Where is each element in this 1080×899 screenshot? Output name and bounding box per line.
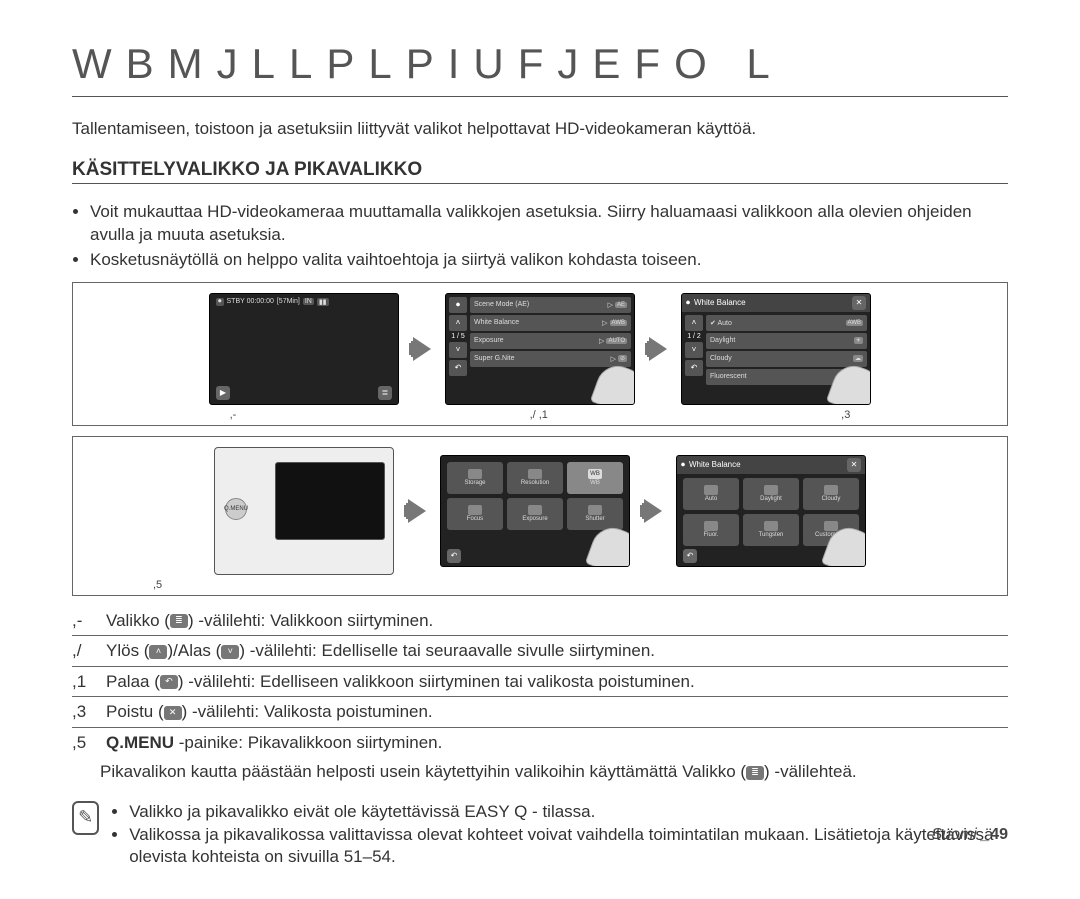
wb-item[interactable]: Cloudy☁ [706,351,867,367]
qmenu-button[interactable]: Q.MENU [225,498,247,520]
qm-item[interactable]: Focus [447,498,503,530]
back-icon[interactable]: ↶ [449,360,467,376]
bullet-item: Kosketusnäytöllä on helppo valita vaihto… [90,249,1008,272]
wb-item[interactable]: Daylight☀ [706,333,867,349]
menu-item[interactable]: Exposure▷AUTO [470,333,631,349]
up-icon: ˄ [149,645,167,659]
qm-item[interactable]: WBWB [567,462,623,494]
caption: ,5 [153,579,162,591]
back-icon[interactable]: ↶ [447,549,461,563]
legend-row: ,5 Q.MENU -painike: Pikavalikkoon siirty… [72,728,1008,758]
back-icon[interactable]: ↶ [683,549,697,563]
arrow-icon [408,499,426,523]
screen-standby: ⏺ STBY 00:00:00 [57Min] IN ▮▮ ▶ ≣ [209,293,399,405]
qm-item[interactable]: Exposure [507,498,563,530]
page-indicator: 1 / 5 [449,333,467,340]
camera-illustration: Q.MENU [214,447,394,575]
menu-item[interactable]: Super G.Nite▷⊘ [470,351,631,367]
up-icon[interactable]: ˄ [685,315,703,331]
camcorder-icon: ⏺ [681,460,685,470]
menu-item[interactable]: White Balance▷AWB [470,315,631,331]
bullet-list: Voit mukauttaa HD-videokameraa muuttamal… [72,201,1008,272]
play-icon[interactable]: ▶ [216,386,230,400]
menu-icon[interactable]: ≣ [378,386,392,400]
legend: ,- Valikko (≣) -välilehti: Valikkoon sii… [72,606,1008,787]
menu-icon: ≣ [170,614,188,628]
page-indicator: 1 / 2 [685,333,703,340]
menu-item[interactable]: Scene Mode (AE)▷AE [470,297,631,313]
note-item: Valikko ja pikavalikko eivät ole käytett… [129,801,1008,824]
bullet-item: Voit mukauttaa HD-videokameraa muuttamal… [90,201,1008,247]
camcorder-icon: ⏺ [216,298,224,306]
intro-text: Tallentamiseen, toistoon ja asetuksiin l… [72,117,1008,141]
diagram-row-1: ⏺ STBY 00:00:00 [57Min] IN ▮▮ ▶ ≣ [72,282,1008,426]
wb-item[interactable]: ✔ AutoAWB [706,315,867,331]
legend-row: ,/ Ylös (˄)/Alas (˅) -välilehti: Edellis… [72,636,1008,667]
card-icon: IN [303,298,314,305]
wb-grid-item[interactable]: Tungsten [743,514,799,546]
screen-menu-list: ⏺ ˄ 1 / 5 ˅ ↶ Scene Mode (AE)▷AE White B… [445,293,635,405]
camcorder-icon: ⏺ [686,298,690,308]
down-icon: ˅ [221,645,239,659]
wb-title: White Balance [694,298,746,307]
screen-wb-list: ⏺ White Balance ✕ ˄ 1 / 2 ˅ ↶ ✔ AutoAWB Da… [681,293,871,405]
subheading: KÄSITTELYVALIKKO JA PIKAVALIKKO [72,159,1008,184]
screen-quickmenu-grid: Storage Resolution WBWB Focus Exposure S… [440,455,630,567]
legend-tail: Pikavalikon kautta päästään helposti use… [72,757,1008,787]
legend-row: ,1 Palaa (↶) -välilehti: Edelliseen vali… [72,667,1008,698]
wb-grid-item[interactable]: Auto [683,478,739,510]
close-icon[interactable]: ✕ [847,458,861,472]
down-icon[interactable]: ˅ [449,342,467,358]
wb-title: White Balance [689,460,741,469]
wb-grid-item[interactable]: Cloudy [803,478,859,510]
stby-label: STBY 00:00:00 [227,298,274,305]
note-item: Valikossa ja pikavalikossa valittavissa … [129,824,1008,870]
page-title: WBMJLLPLPIUFJEFO L [72,40,1008,97]
legend-row: ,- Valikko (≣) -välilehti: Valikkoon sii… [72,606,1008,637]
caption: ,/ ,1 [530,409,548,421]
note-box: ✎ Valikko ja pikavalikko eivät ole käyte… [72,801,1008,870]
close-icon: ✕ [164,706,182,720]
legend-row: ,3 Poistu (✕) -välilehti: Valikosta pois… [72,697,1008,728]
back-icon: ↶ [160,675,178,689]
arrow-icon [413,337,431,361]
screen-wb-grid: ⏺ White Balance ✕ Auto Daylight Cloudy Flu… [676,455,866,567]
note-icon: ✎ [72,801,99,835]
down-icon[interactable]: ˅ [685,342,703,358]
caption: ,- [230,409,237,421]
diagram-row-2: Q.MENU Storage Resolution WBWB Focus Exp… [72,436,1008,596]
time-label: [57Min] [277,298,300,305]
qm-item[interactable]: Resolution [507,462,563,494]
arrow-icon [644,499,662,523]
wb-grid-item[interactable]: Fluor. [683,514,739,546]
arrow-icon [649,337,667,361]
caption: ,3 [841,409,850,421]
qm-item[interactable]: Storage [447,462,503,494]
mode-icon: ⏺ [449,297,467,313]
close-icon[interactable]: ✕ [852,296,866,310]
menu-icon: ≣ [746,766,764,780]
page-footer: Suomi _49 [932,826,1009,844]
back-icon[interactable]: ↶ [685,360,703,376]
up-icon[interactable]: ˄ [449,315,467,331]
qm-item[interactable]: Shutter [567,498,623,530]
wb-grid-item[interactable]: Daylight [743,478,799,510]
battery-icon: ▮▮ [317,298,329,306]
